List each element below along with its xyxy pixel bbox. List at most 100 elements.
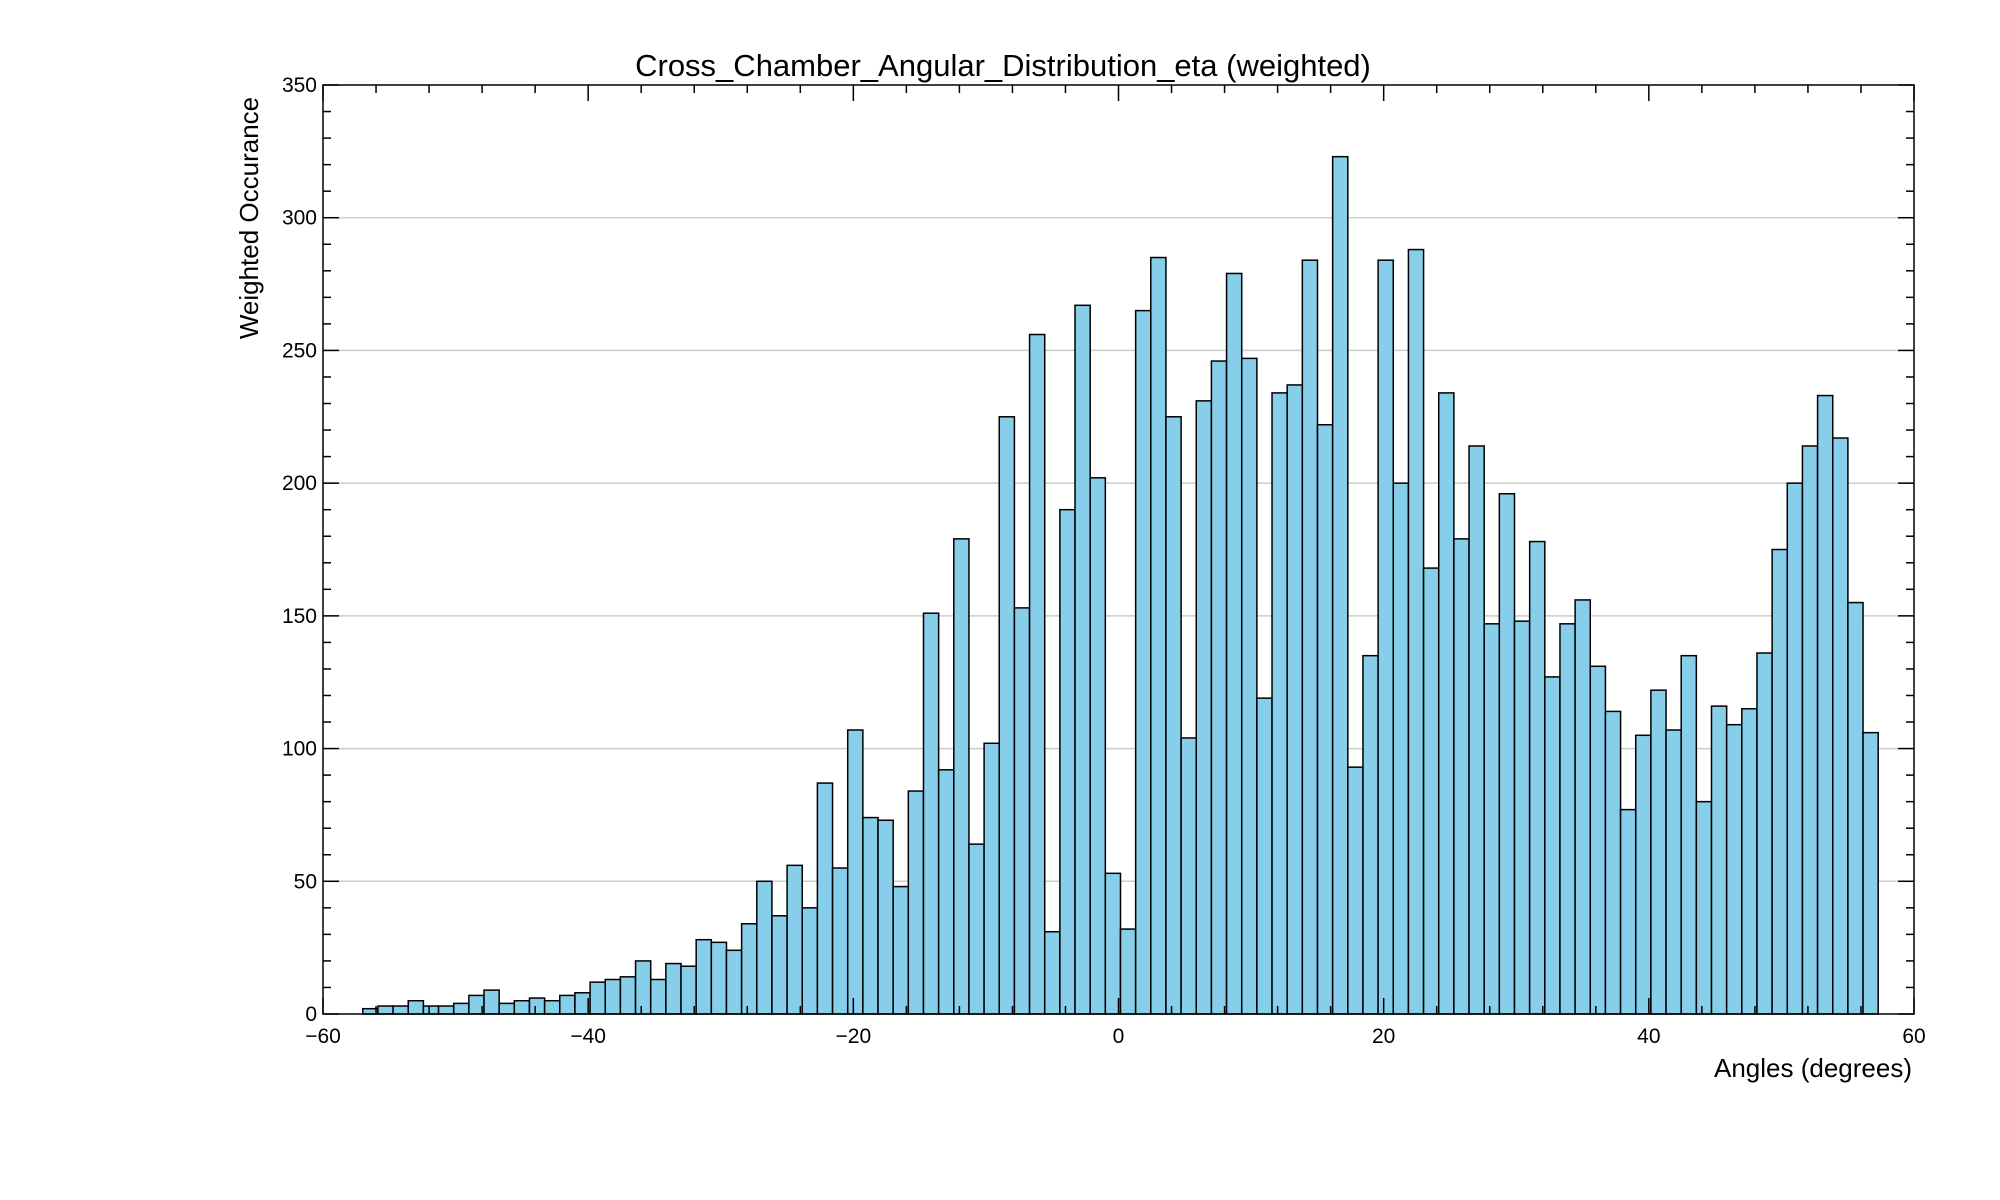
x-tick-label: 20 [1372, 1025, 1395, 1048]
y-tick-label: 0 [305, 1003, 317, 1026]
histogram-bar [1862, 731, 1879, 1015]
y-axis-label: Weighted Occurance [234, 97, 264, 339]
chart-title: Cross_Chamber_Angular_Distribution_eta (… [635, 48, 1371, 83]
histogram-bar [1316, 423, 1334, 1015]
histogram-bar [877, 819, 894, 1015]
histogram-bar [846, 729, 864, 1015]
histogram-bar [1665, 729, 1682, 1015]
histogram-bar [1589, 665, 1607, 1015]
y-tick-label: 200 [282, 472, 317, 495]
histogram-bar [483, 989, 500, 1015]
x-axis-label: Angles (degrees) [1714, 1053, 1912, 1083]
x-tick-label: 0 [1113, 1025, 1125, 1048]
histogram-bar [907, 790, 925, 1015]
histogram-bar [801, 907, 819, 1015]
histogram-bar [498, 1002, 516, 1015]
histogram-bar [1847, 601, 1864, 1015]
histogram-bar [1498, 493, 1516, 1015]
histogram-bar [1453, 538, 1470, 1015]
y-tick-label: 50 [294, 870, 317, 893]
histogram-bar [1831, 437, 1849, 1015]
histogram-bar [1604, 710, 1622, 1015]
histogram-bar [816, 782, 834, 1015]
histogram-bar [710, 941, 728, 1015]
histogram-bar [892, 885, 910, 1015]
histogram-bar [1134, 309, 1152, 1015]
histogram-bar [589, 981, 606, 1015]
histogram-bar [1756, 652, 1773, 1015]
histogram-bar [377, 1005, 394, 1015]
axis-ticks [322, 84, 1915, 1015]
histogram-bar [1407, 248, 1425, 1015]
histogram-bar [619, 976, 637, 1015]
histogram-bar [1150, 256, 1167, 1015]
y-tick-label: 350 [282, 74, 317, 97]
y-tick-label: 250 [282, 339, 317, 362]
histogram-bar [1422, 567, 1440, 1015]
histogram-bar [665, 962, 682, 1015]
histogram-bar [1165, 416, 1182, 1015]
histogram-bar [1331, 155, 1349, 1015]
histogram-bar [1074, 304, 1091, 1015]
histogram-bar [528, 997, 546, 1015]
histogram-bar [1195, 400, 1213, 1015]
histogram-bar [998, 416, 1016, 1015]
histogram-bar [771, 915, 788, 1015]
histogram-bar [1347, 766, 1364, 1015]
histogram-bar [559, 994, 576, 1015]
histogram-bar [1119, 928, 1137, 1015]
histogram-bar [543, 999, 561, 1015]
histogram-bar [1271, 392, 1288, 1015]
histogram-bar [1240, 357, 1258, 1015]
x-tick-label: −20 [836, 1025, 872, 1048]
histogram-bar [1544, 676, 1561, 1015]
histogram-bar [1528, 540, 1546, 1015]
histogram-bar [1256, 697, 1273, 1015]
histogram-bar [1437, 392, 1455, 1015]
histogram-bar [1741, 708, 1758, 1015]
x-tick-label: 40 [1637, 1025, 1660, 1048]
histogram-bar [1483, 623, 1501, 1015]
histogram-bar [1786, 482, 1804, 1015]
x-tick-label: −40 [570, 1025, 606, 1048]
histogram-bar [1104, 872, 1122, 1015]
histogram-bar [831, 867, 849, 1015]
histogram-bar [1377, 259, 1395, 1015]
histogram-bar [1392, 482, 1410, 1015]
histogram-bar [1043, 930, 1061, 1015]
histogram-bar [1771, 548, 1789, 1015]
histogram-bar [756, 880, 773, 1015]
histogram-bar [740, 923, 758, 1015]
y-tick-labels: 0 50 100 150 200 250 300 350 [282, 74, 317, 1026]
histogram-bar [1089, 477, 1107, 1015]
histogram-bar [1362, 654, 1379, 1015]
histogram-bar [1180, 737, 1198, 1015]
histogram-bar [1650, 689, 1667, 1015]
histogram-bar [1301, 259, 1319, 1015]
histogram-bar [1725, 723, 1743, 1015]
histogram-bar [1634, 734, 1652, 1015]
histogram-bar [1013, 607, 1031, 1015]
histogram-bar [786, 864, 803, 1015]
histogram-bar [725, 949, 743, 1015]
histogram-bar [649, 978, 667, 1015]
histogram-bar [937, 769, 955, 1015]
histogram-bar [452, 1002, 470, 1015]
histogram-bar [1286, 384, 1304, 1015]
histogram-bar [1695, 800, 1713, 1015]
histogram-bar [604, 978, 622, 1015]
histogram-bar [1059, 508, 1076, 1015]
histogram-bar [1619, 808, 1637, 1015]
histogram-bar [1513, 620, 1531, 1015]
histogram-bar [862, 816, 879, 1015]
histogram-bar [1816, 394, 1834, 1015]
histogram-bar [513, 999, 531, 1015]
x-tick-label: 60 [1902, 1025, 1925, 1048]
histogram-bar [1559, 623, 1576, 1015]
x-tick-labels: −60 −40 −20 0 20 40 60 [305, 1025, 1925, 1048]
histogram-bar [922, 612, 940, 1015]
histogram-bar [1210, 360, 1228, 1015]
histogram-bar [1225, 272, 1243, 1015]
histogram-bar [392, 1005, 409, 1015]
